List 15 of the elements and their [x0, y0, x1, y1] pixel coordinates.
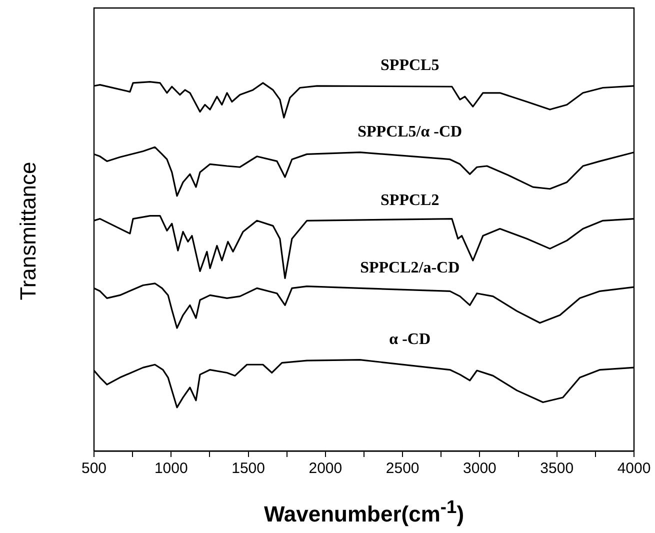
x-tick-label: 1000: [154, 460, 188, 478]
x-tick-label: 3000: [463, 460, 496, 478]
series-label: SPPCL2: [380, 192, 440, 209]
x-tick-label: 4000: [617, 460, 651, 478]
series-label: SPPCL5: [380, 57, 440, 74]
series-label: α -CD: [389, 330, 431, 348]
series-label: SPPCL2/a-CD: [360, 259, 460, 276]
x-tick-label: 2500: [386, 460, 420, 478]
x-axis-title: Wavenumber(cm$^{-1}$): [262, 496, 466, 528]
series-label: SPPCL5/α -CD: [358, 123, 462, 140]
y-axis-title: Transmittance: [14, 162, 41, 300]
x-tick-label: 3500: [540, 460, 574, 478]
x-tick-label: 2000: [308, 460, 342, 478]
x-tick-label: 500: [81, 460, 107, 478]
x-tick-label: 1500: [232, 460, 265, 478]
